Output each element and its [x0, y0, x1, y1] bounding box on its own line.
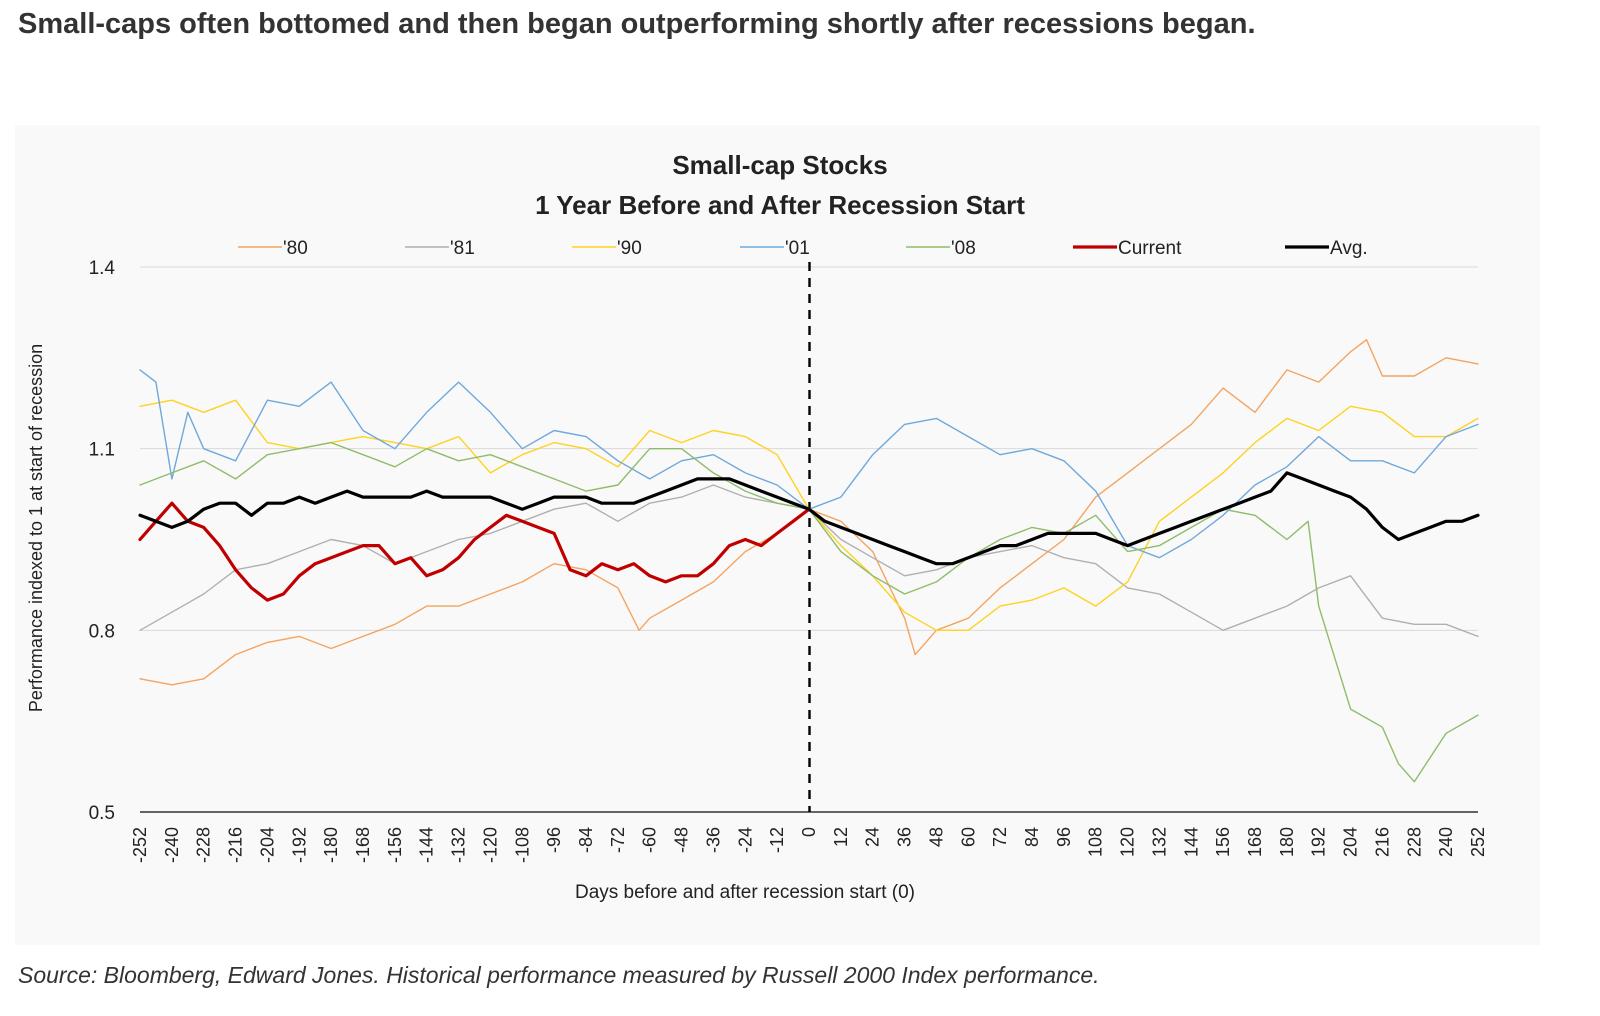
x-tick-label: 108 [1086, 827, 1106, 857]
x-tick-label: 0 [799, 827, 819, 837]
y-tick-label: 0.5 [89, 803, 115, 824]
series-line-90 [139, 399, 1479, 631]
x-tick-label: -72 [608, 827, 628, 853]
x-tick-label: 240 [1436, 827, 1456, 857]
x-tick-label: 12 [831, 827, 851, 847]
x-tick-label: -132 [449, 827, 469, 863]
x-tick-label: 72 [990, 827, 1010, 847]
headline: Small-caps often bottomed and then began… [18, 8, 1256, 40]
x-tick-label: 84 [1022, 827, 1042, 847]
x-tick-label: 204 [1341, 827, 1361, 857]
series-line-01 [139, 369, 1479, 559]
x-tick-label: -168 [353, 827, 373, 863]
x-tick-label: 228 [1404, 827, 1424, 857]
x-tick-label: -84 [576, 827, 596, 853]
x-tick-label: 144 [1181, 827, 1201, 857]
x-tick-label: -96 [544, 827, 564, 853]
x-tick-label: 96 [1054, 827, 1074, 847]
chart-subtitle: 1 Year Before and After Recession Start [535, 190, 1025, 220]
legend-label: '80 [283, 238, 308, 259]
y-tick-labels: 0.5 0.8 1.1 1.4 [89, 258, 116, 824]
y-axis-label: Performance indexed to 1 at start of rec… [26, 344, 46, 712]
x-tick-label: 168 [1245, 827, 1265, 857]
x-tick-label: -48 [672, 827, 692, 853]
series-line-avg [138, 471, 1480, 566]
source-note: Source: Bloomberg, Edward Jones. Histori… [18, 962, 1100, 988]
x-tick-label: 120 [1118, 827, 1138, 857]
legend-label: '90 [617, 238, 642, 259]
x-tick-label: -228 [194, 827, 214, 863]
x-axis-label: Days before and after recession start (0… [575, 882, 915, 903]
x-tick-label: -36 [703, 827, 723, 853]
x-tick-label: -24 [735, 827, 755, 853]
y-tick-label: 0.8 [89, 621, 115, 642]
x-tick-label: -60 [640, 827, 660, 853]
legend-label: '81 [450, 238, 475, 259]
legend-label: Avg. [1330, 238, 1368, 259]
x-tick-label: -108 [512, 827, 532, 863]
x-tick-label: -252 [130, 827, 150, 863]
x-tick-label: -120 [480, 827, 500, 863]
x-tick-label: 192 [1309, 827, 1329, 857]
series-line-80 [139, 339, 1479, 686]
series-line-current [138, 501, 811, 602]
x-tick-label: 48 [926, 827, 946, 847]
chart-title: Small-cap Stocks [672, 150, 887, 180]
x-tick-label: 252 [1468, 827, 1488, 857]
x-tick-label: -156 [385, 827, 405, 863]
series-line-08 [139, 441, 1479, 783]
y-tick-label: 1.1 [89, 440, 115, 461]
x-tick-labels: -252 -240 -228 -216 -204 -192 -180 -168 -156 -144… [130, 827, 1488, 863]
y-tick-label: 1.4 [89, 258, 116, 279]
series-lines [138, 339, 1480, 783]
x-tick-label: -240 [162, 827, 182, 863]
x-tick-label: -144 [417, 827, 437, 863]
x-tick-label: 60 [958, 827, 978, 847]
legend-label: '08 [951, 238, 976, 259]
x-tick-label: -216 [226, 827, 246, 863]
legend-label: Current [1118, 238, 1182, 259]
x-tick-label: 132 [1149, 827, 1169, 857]
legend: '80 '81 '90 '01 '08 Current Avg. [238, 238, 1368, 259]
x-tick-label: -192 [289, 827, 309, 863]
x-tick-label: -204 [257, 827, 277, 863]
x-tick-label: 180 [1277, 827, 1297, 857]
x-tick-label: 36 [895, 827, 915, 847]
x-tick-label: 24 [863, 827, 883, 847]
x-tick-label: 216 [1372, 827, 1392, 857]
x-tick-label: 156 [1213, 827, 1233, 857]
x-tick-label: -12 [767, 827, 787, 853]
legend-label: '01 [785, 238, 810, 259]
x-tick-label: -180 [321, 827, 341, 863]
